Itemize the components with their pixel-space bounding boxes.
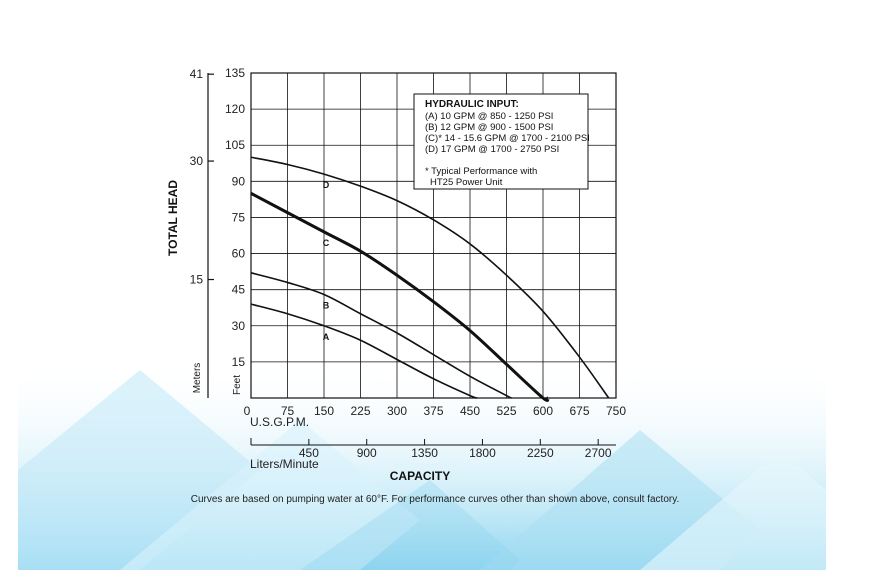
feet-tick-label: 75 [232,210,246,224]
feet-tick-label: 15 [232,355,246,369]
feet-tick-label: 45 [232,283,246,297]
series-label-c: C [323,238,330,248]
gpm-tick-label: 75 [281,404,295,418]
legend: HYDRAULIC INPUT: (A) 10 GPM @ 850 - 1250… [413,93,590,190]
meters-tick-labels: 15 30 41 [190,67,214,287]
gpm-tick-label: 150 [314,404,334,418]
gpm-tick-label: 300 [387,404,407,418]
series-label-b: B [323,300,330,310]
legend-line-d: (D) 17 GPM @ 1700 - 2750 PSI [425,144,559,155]
series-line-b [250,272,513,399]
gpm-tick-label: 375 [423,404,443,418]
gpm-tick-label: 675 [569,404,589,418]
feet-tick-label: 120 [225,102,245,116]
legend-title: HYDRAULIC INPUT: [425,99,519,110]
plot-frame [250,72,617,399]
liters-tick-label: 2700 [585,446,612,460]
liters-tick-label: 1800 [469,446,496,460]
gpm-tick-label: 225 [350,404,370,418]
meters-unit-label: Meters [192,363,203,394]
gpm-tick-label: 0 [244,404,251,418]
legend-note-1: * Typical Performance with [425,166,537,177]
meter-tick-label: 15 [190,273,204,287]
series-label-a: A [323,332,330,342]
legend-line-b: (B) 12 GPM @ 900 - 1500 PSI [425,122,553,133]
feet-tick-label: 30 [232,319,246,333]
series-label-d: D [323,180,330,190]
legend-line-c: (C)* 14 - 15.6 GPM @ 1700 - 2100 PSI [425,133,590,144]
gpm-tick-label: 525 [496,404,516,418]
liters-tick-label: 900 [357,446,377,460]
feet-tick-labels: 15 30 45 60 75 90 105 120 135 [225,66,245,369]
series-line-c [250,192,550,402]
liters-tick-labels: 450 900 1350 1800 2250 2700 [250,438,612,460]
liters-tick-label: 1350 [411,446,438,460]
legend-line-a: (A) 10 GPM @ 850 - 1250 PSI [425,111,553,122]
liters-tick-label: 450 [299,446,319,460]
liters-tick-label: 2250 [527,446,554,460]
legend-note-2: HT25 Power Unit [430,177,503,188]
y-axis-title: TOTAL HEAD [166,180,180,256]
feet-tick-label: 105 [225,138,245,152]
gpm-unit-label: U.S.G.P.M. [250,415,309,429]
liters-unit-label: Liters/Minute [250,457,319,471]
gpm-tick-labels: 0 75 150 225 300 375 450 525 600 675 750 [244,404,627,418]
gpm-tick-label: 750 [606,404,626,418]
feet-tick-label: 135 [225,66,245,80]
meter-tick-label: 30 [190,154,204,168]
gpm-tick-label: 600 [533,404,553,418]
series-lines: A B C D [250,156,610,402]
feet-unit-label: Feet [232,375,243,395]
x-axis-title: CAPACITY [390,469,450,483]
gpm-tick-label: 450 [460,404,480,418]
feet-tick-label: 90 [232,174,246,188]
footnote: Curves are based on pumping water at 60°… [190,494,680,505]
series-line-d [250,156,610,399]
feet-tick-label: 60 [232,247,246,261]
legend-box [413,93,589,190]
series-line-a [250,303,478,399]
meter-tick-label: 41 [190,67,204,81]
